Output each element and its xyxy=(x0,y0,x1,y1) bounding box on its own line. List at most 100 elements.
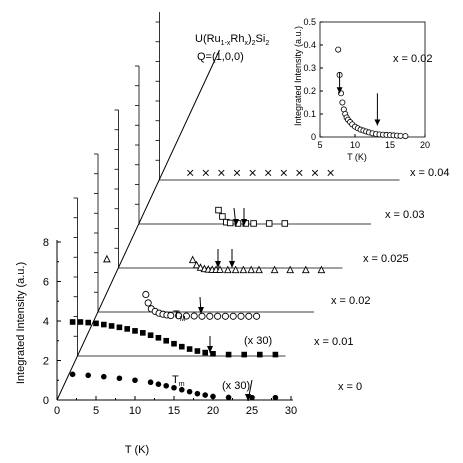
series-label-x001: x = 0.01 xyxy=(314,336,353,348)
data-point xyxy=(255,265,263,274)
x-tick-label: 30 xyxy=(285,405,297,417)
data-point xyxy=(253,312,261,320)
inset-x-tick-label: 20 xyxy=(420,140,430,150)
data-point xyxy=(206,312,214,320)
data-point xyxy=(167,311,175,320)
data-point xyxy=(286,265,295,274)
data-point xyxy=(215,206,222,214)
data-point xyxy=(214,312,222,320)
inset-arrowhead xyxy=(336,87,343,94)
scale-note-x0: (x 30) xyxy=(222,380,250,392)
data-point xyxy=(226,219,234,227)
data-point xyxy=(116,375,123,382)
y-tick-label: 4 xyxy=(43,316,49,328)
inset-x-axis-label: T (K) xyxy=(347,152,367,162)
data-point xyxy=(163,382,169,389)
data-point xyxy=(144,299,152,307)
data-point xyxy=(249,169,256,177)
inset-y-tick-label: 0.1 xyxy=(303,109,316,119)
inset-y-axis-label: Integrated Intensity (a.u.) xyxy=(293,26,303,126)
compound-label: U(Ru1-xRhx)2Si2 xyxy=(195,33,269,47)
x-tick-label: 10 xyxy=(129,405,141,417)
transition-arrowhead xyxy=(241,219,247,226)
transition-arrowhead xyxy=(207,346,213,353)
scale-note-x001: (x 30) xyxy=(244,335,272,347)
data-point xyxy=(124,326,130,332)
series-label-x002: x = 0.02 xyxy=(331,295,370,307)
inset-y-tick-label: 0.2 xyxy=(303,86,316,96)
data-point xyxy=(171,384,177,391)
inset-x-tick-label: 15 xyxy=(385,140,395,150)
data-point xyxy=(194,348,201,354)
data-point xyxy=(245,312,253,320)
data-point xyxy=(69,371,76,378)
inset-data-point xyxy=(402,133,409,140)
data-point xyxy=(69,319,76,325)
data-point xyxy=(225,394,232,401)
data-point xyxy=(265,220,273,227)
transition-arrowhead xyxy=(198,307,204,314)
inset-x-tick-label: 5 xyxy=(317,140,322,150)
data-point xyxy=(229,312,237,320)
series-label-x0: x = 0 xyxy=(338,381,362,393)
data-point xyxy=(239,265,248,274)
y-tick-label: 0 xyxy=(43,395,49,407)
transition-arrowhead xyxy=(233,219,239,226)
data-point xyxy=(272,351,279,358)
x-tick-label: 0 xyxy=(54,405,60,417)
data-point xyxy=(198,312,206,320)
inset-frame xyxy=(319,21,426,138)
data-point xyxy=(231,265,240,274)
data-point xyxy=(210,393,216,400)
data-point xyxy=(216,265,224,273)
x-tick-label: 5 xyxy=(93,405,99,417)
series-3 xyxy=(103,254,326,274)
series-1 xyxy=(69,319,279,358)
x-tick-label: 25 xyxy=(246,405,258,417)
data-point xyxy=(116,324,123,331)
transition-arrowhead xyxy=(245,394,251,401)
data-point xyxy=(257,351,263,358)
data-point xyxy=(85,372,91,379)
data-point xyxy=(85,319,91,326)
data-point xyxy=(270,265,279,274)
data-point xyxy=(249,394,255,401)
data-point xyxy=(281,220,289,227)
depth-axis-line xyxy=(56,49,220,401)
data-point xyxy=(223,265,232,274)
data-point xyxy=(265,169,272,177)
data-point xyxy=(237,312,245,320)
transition-arrowhead xyxy=(215,261,221,268)
data-point xyxy=(311,169,319,177)
x-tick-label: 20 xyxy=(207,405,219,417)
inset-series-label: x = 0.02 xyxy=(393,53,432,65)
data-point xyxy=(147,332,154,339)
data-point xyxy=(101,321,107,328)
inset-x-tick-label: 10 xyxy=(350,140,360,150)
series-5 xyxy=(187,169,334,177)
tm-lower-annotation: Tm xyxy=(172,374,185,388)
inset-y-tick-label: 0.4 xyxy=(303,40,316,50)
y-axis-label: Integrated Intensity (a.u.) xyxy=(15,262,27,384)
inset-y-tick-label: 0.5 xyxy=(303,17,316,27)
series-4 xyxy=(215,206,289,227)
data-point xyxy=(196,263,205,271)
data-point xyxy=(179,386,185,393)
series-2 xyxy=(142,290,261,320)
y-tick-label: 6 xyxy=(43,277,49,289)
data-point xyxy=(210,350,216,357)
data-point xyxy=(202,392,208,398)
data-point xyxy=(179,343,185,350)
series-layer xyxy=(69,169,334,402)
data-point xyxy=(327,169,334,177)
data-point xyxy=(182,312,190,320)
data-point xyxy=(317,265,326,274)
transition-arrowhead xyxy=(229,261,235,268)
data-point xyxy=(175,312,183,320)
data-point xyxy=(140,330,146,336)
data-point xyxy=(272,394,279,401)
data-point xyxy=(171,340,177,347)
tm-upper-annotation: TM xyxy=(173,309,186,323)
data-point xyxy=(202,169,209,177)
